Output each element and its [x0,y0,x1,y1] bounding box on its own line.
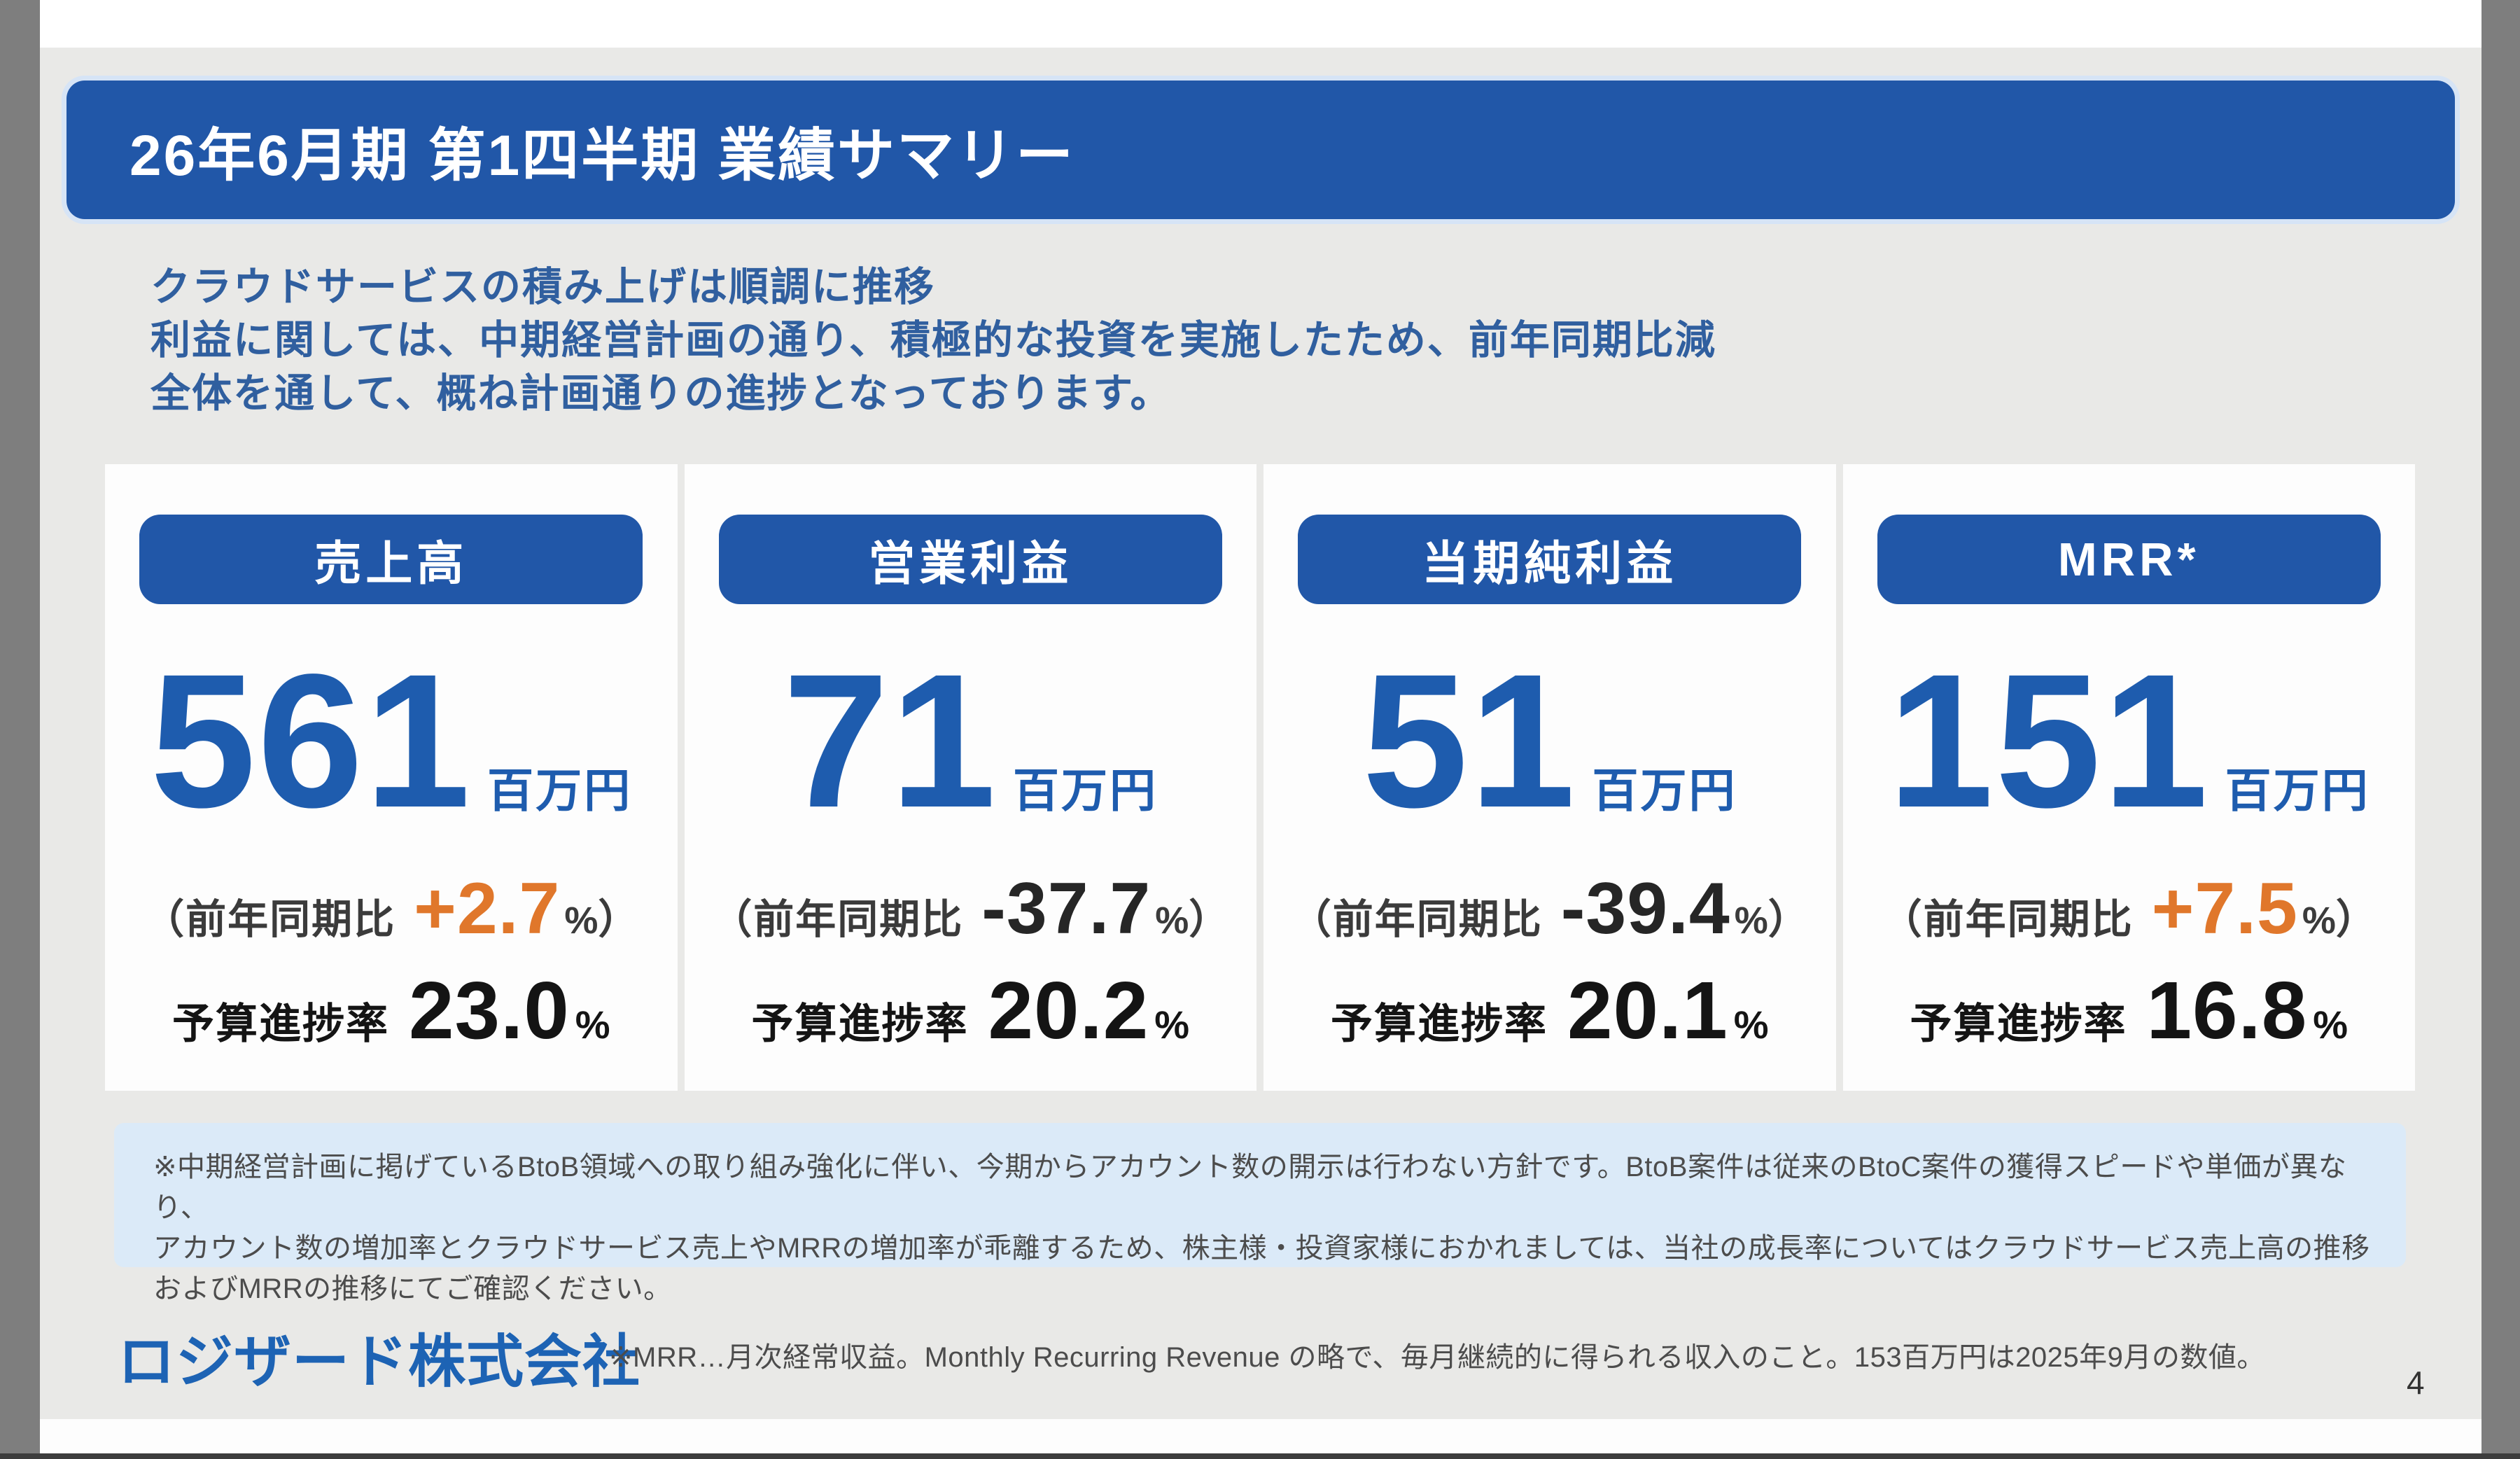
yoy-label: （前年同期比 [1290,897,1543,943]
yoy-percent-sign: % [564,900,598,942]
yoy-value: -39.4 [1560,868,1730,950]
kpi-value: 151 [1887,634,2210,847]
frame-right-gray-bar [2482,0,2520,1459]
yoy-percent-sign: % [1734,900,1768,942]
budget-label: 予算進捗率 [751,1000,969,1048]
budget-value: 23.0 [408,965,570,1056]
yoy-close-paren: ） [2335,897,2376,943]
yoy-percent-sign: % [2302,900,2336,942]
kpi-value: 51 [1362,634,1577,847]
kpi-value-row: 151 百万円 [1887,634,2370,847]
kpi-unit: 百万円 [487,765,633,816]
frame-bottom-white-strip [40,1419,2482,1454]
kpi-header-pill: MRR* [1877,515,2381,604]
budget-percent-sign: % [1733,1003,1769,1047]
budget-line: 予算進捗率 16.8 % [1910,963,2348,1057]
kpi-label: 当期純利益 [1422,537,1678,590]
kpi-label: 営業利益 [868,537,1073,590]
kpi-unit: 百万円 [2225,765,2370,816]
kpi-header-pill: 当期純利益 [1298,515,1802,604]
yoy-value: +2.7 [414,868,561,950]
yoy-label: （前年同期比 [1881,897,2134,943]
kpi-card-operating-profit: 営業利益 71 百万円 （前年同期比 -37.7 % ） 予算進捗率 20.2 … [684,464,1256,1091]
kpi-value: 71 [783,634,998,847]
budget-percent-sign: % [575,1003,610,1047]
slide-title-bar: 26年6月期 第1四半期 業績サマリー [66,81,2455,219]
kpi-value-row: 71 百万円 [783,634,1158,847]
yoy-label: （前年同期比 [144,897,396,943]
budget-value: 16.8 [2146,965,2308,1056]
kpi-value-row: 51 百万円 [1362,634,1737,847]
note-line-1: ※中期経営計画に掲げているBtoB領域への取り組み強化に伴い、今期からアカウント… [153,1152,2347,1223]
note-line-2: アカウント数の増加率とクラウドサービス売上やMRRの増加率が乖離するため、株主様… [153,1233,2370,1264]
yoy-line: （前年同期比 +2.7 % ） [144,867,638,951]
yoy-close-paren: ） [1189,897,1230,943]
kpi-label: MRR* [2057,533,2200,586]
budget-label: 予算進捗率 [1910,1000,2127,1048]
budget-value: 20.1 [1567,965,1728,1056]
kpi-label: 売上高 [314,537,468,590]
budget-percent-sign: % [2313,1003,2348,1047]
yoy-value: +7.5 [2151,868,2298,950]
yoy-close-paren: ） [1768,897,1809,943]
kpi-card-revenue: 売上高 561 百万円 （前年同期比 +2.7 % ） 予算進捗率 23.0 % [105,464,678,1091]
kpi-unit: 百万円 [1592,765,1737,816]
budget-percent-sign: % [1154,1003,1190,1047]
company-logo: ロジザード株式会社 [118,1330,641,1394]
yoy-line: （前年同期比 +7.5 % ） [1882,867,2376,951]
mrr-footnote: ※MRR…月次経常収益。Monthly Recurring Revenue の略… [609,1342,2265,1373]
budget-value: 20.2 [988,965,1149,1056]
summary-line-3: 全体を通して、概ね計画通りの進捗となっております。 [150,371,1172,416]
budget-label: 予算進捗率 [1330,1000,1548,1048]
yoy-value: -37.7 [981,868,1152,950]
yoy-percent-sign: % [1155,900,1189,942]
frame-bottom-dark-strip [0,1453,2520,1459]
note-line-3: およびMRRの推移にてご確認ください。 [153,1273,672,1304]
budget-line: 予算進捗率 23.0 % [172,963,610,1057]
disclosure-note-box: ※中期経営計画に掲げているBtoB領域への取り組み強化に伴い、今期からアカウント… [114,1123,2406,1304]
kpi-header-pill: 営業利益 [718,515,1222,604]
frame-top-white-strip [40,0,2482,48]
kpi-cards-row: 売上高 561 百万円 （前年同期比 +2.7 % ） 予算進捗率 23.0 %… [105,464,2415,1091]
summary-block: クラウドサービスの積み上げは順調に推移 利益に関しては、中期経営計画の通り、積極… [150,260,1716,420]
kpi-value-row: 561 百万円 [150,634,633,847]
kpi-unit: 百万円 [1013,765,1158,816]
kpi-header-pill: 売上高 [139,515,643,604]
frame-left-gray-bar [0,0,40,1459]
budget-line: 予算進捗率 20.1 % [1331,963,1769,1057]
yoy-line: （前年同期比 -37.7 % ） [711,867,1229,951]
yoy-close-paren: ） [598,897,639,943]
yoy-label: （前年同期比 [711,897,964,943]
yoy-line: （前年同期比 -39.4 % ） [1291,867,1809,951]
budget-line: 予算進捗率 20.2 % [751,963,1189,1057]
kpi-card-net-income: 当期純利益 51 百万円 （前年同期比 -39.4 % ） 予算進捗率 20.1… [1264,464,1836,1091]
budget-label: 予算進捗率 [172,1000,389,1048]
summary-line-1: クラウドサービスの積み上げは順調に推移 [150,265,935,309]
kpi-card-mrr: MRR* 151 百万円 （前年同期比 +7.5 % ） 予算進捗率 16.8 … [1842,464,2415,1091]
summary-line-2: 利益に関しては、中期経営計画の通り、積極的な投資を実施したため、前年同期比減 [150,318,1716,363]
kpi-value: 561 [150,634,472,847]
slide-title: 26年6月期 第1四半期 業績サマリー [130,123,1075,188]
page-number: 4 [2407,1364,2425,1401]
